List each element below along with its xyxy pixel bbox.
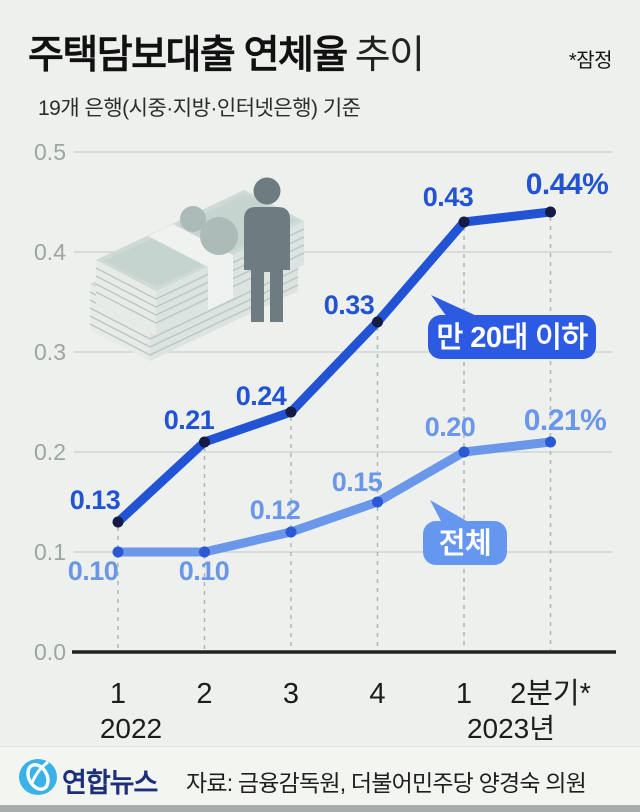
data-point	[545, 436, 556, 448]
banknote-band	[148, 224, 233, 267]
y-tick-label: 0.0	[34, 639, 66, 665]
value-label: 0.21	[164, 405, 215, 435]
data-point	[285, 406, 297, 418]
data-point	[285, 526, 297, 538]
y-tick-label: 0.4	[34, 239, 66, 265]
value-label: 0.12	[250, 495, 301, 525]
value-label: 0.33	[324, 290, 375, 320]
footer: 연합뉴스 자료: 금융감독원, 더불어민주당 양경숙 의원	[0, 746, 640, 806]
banknote-portrait-large	[200, 217, 238, 255]
y-tick-label: 0.1	[34, 539, 66, 565]
x-tick-label: 1	[110, 678, 126, 710]
title-main: 주택담보대출 연체율	[28, 34, 348, 77]
data-point	[458, 216, 470, 228]
page-title: 주택담보대출 연체율 추이	[28, 24, 425, 80]
y-tick-label: 0.2	[34, 439, 66, 465]
source-credit: 자료: 금융감독원, 더불어민주당 양경숙 의원	[186, 770, 587, 796]
legend-label: 전체	[439, 527, 491, 560]
brand-name: 연합뉴스	[62, 768, 158, 798]
y-tick-label: 0.3	[34, 339, 66, 365]
year-label: 2022	[100, 713, 162, 744]
series-line-0	[113, 207, 555, 527]
person-icon	[244, 177, 290, 322]
chart-subtitle: 19개 은행(시중·지방·인터넷은행) 기준	[38, 97, 361, 120]
data-point	[199, 436, 210, 448]
x-tick-label: 1	[456, 678, 472, 710]
legend-bubble	[428, 315, 596, 359]
data-point	[112, 516, 124, 528]
data-point	[372, 496, 383, 508]
legend-label: 만 20대 이하	[436, 321, 588, 354]
value-label: 0.24	[236, 381, 287, 411]
data-point	[458, 446, 470, 458]
value-label: 0.10	[68, 556, 119, 586]
legend-bubble	[423, 521, 507, 565]
value-label: 0.21%	[524, 404, 607, 437]
series-line-1	[113, 437, 555, 557]
x-tick-label: 3	[283, 678, 299, 710]
provisional-note: *잠정	[568, 50, 613, 72]
money-stack-person-illustration	[89, 177, 305, 361]
title-suffix: 추이	[354, 34, 425, 77]
legend-bubble-tail	[431, 295, 479, 317]
bottom-edge-bar	[0, 805, 640, 812]
value-label: 0.15	[332, 467, 383, 497]
year-label: 2023년	[467, 713, 555, 744]
x-tick-label: 4	[369, 678, 385, 710]
value-label: 0.13	[70, 485, 121, 515]
banknote-portrait-small	[180, 206, 206, 232]
x-tick-label: 2분기*	[510, 678, 591, 710]
data-point	[112, 546, 124, 558]
yonhap-logo-icon	[19, 759, 57, 795]
legend-bubble-tail	[430, 500, 470, 523]
y-tick-label: 0.5	[34, 139, 66, 165]
chart-series: 0.10 0.10 0.12 0.15 0.20 0.21% 0.13 0.21 0.24 0.3…	[68, 168, 609, 744]
value-label: 0.43	[423, 182, 474, 212]
value-label: 0.10	[179, 556, 230, 586]
data-point	[545, 206, 556, 218]
x-tick-label: 2	[196, 678, 212, 710]
data-point	[372, 316, 383, 328]
value-label: 0.20	[425, 412, 476, 442]
value-label: 0.44%	[526, 168, 609, 201]
data-point	[199, 546, 210, 558]
